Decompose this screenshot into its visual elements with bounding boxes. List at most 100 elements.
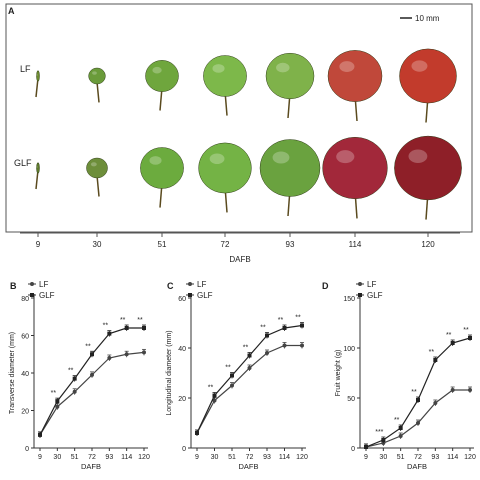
x-tick-label: 9 — [38, 454, 42, 461]
data-point-glf — [72, 376, 77, 381]
y-tick-label: 40 — [178, 346, 186, 353]
fruit-glf-30 — [86, 157, 108, 197]
fruit-body — [259, 139, 321, 197]
fruit-body — [399, 48, 457, 104]
legend-label: LF — [367, 280, 376, 289]
significance-mark: ** — [446, 332, 452, 339]
fruit-stem — [96, 175, 100, 197]
fruit-body — [145, 60, 179, 92]
x-tick-label: 114 — [121, 454, 132, 461]
fruit-photos — [35, 48, 462, 220]
y-axis-label: Fruit weight (g) — [335, 350, 342, 397]
chart-d: D 0 50 100 150 9 30 51 72 93 114 120 DAFB Fruit weigh… — [322, 280, 476, 471]
significance-mark: ** — [120, 317, 126, 324]
fruit-lf-72 — [203, 55, 247, 116]
y-tick-label: 50 — [347, 396, 355, 403]
data-point-lf — [416, 421, 420, 425]
fruit-stem — [96, 81, 100, 103]
legend-label: LF — [197, 280, 206, 289]
y-tick-label: 60 — [178, 296, 186, 303]
x-tick-label: 114 — [279, 454, 290, 461]
x-tick-label: 120 — [464, 454, 476, 461]
x-axis-label: DAFB — [407, 462, 427, 471]
data-point-lf — [450, 388, 455, 392]
fruit-highlight — [149, 156, 162, 165]
fruit-highlight — [336, 150, 355, 164]
fruit-highlight — [276, 62, 290, 73]
chart-c: C 0 20 40 60 9 30 51 72 93 114 120 DAFB Longitudinal … — [166, 280, 308, 471]
fruit-highlight — [408, 149, 428, 163]
data-point-lf — [212, 398, 217, 403]
data-point-lf — [142, 350, 146, 355]
x-axis-label: DAFB — [81, 462, 101, 471]
fruit-body — [203, 55, 247, 97]
fruit-highlight — [36, 166, 38, 168]
x-tick-label: 30 — [379, 454, 387, 461]
legend-label: GLF — [197, 291, 213, 300]
x-tick-label: 30 — [53, 454, 61, 461]
data-point-glf — [124, 326, 129, 330]
fruit-highlight — [272, 151, 290, 164]
x-tick-label: 72 — [414, 454, 422, 461]
data-point-lf — [72, 389, 77, 394]
data-point-glf — [450, 341, 455, 345]
significance-mark: ** — [85, 343, 91, 350]
panel-a-frame — [5, 3, 473, 233]
data-point-lf — [124, 352, 129, 357]
fruit-lf-30 — [88, 67, 106, 103]
fruit-glf-93 — [259, 139, 321, 217]
significance-mark: ** — [394, 417, 400, 424]
fruit-glf-114 — [322, 136, 388, 219]
x-axis-label: DAFB — [238, 462, 258, 471]
fruit-highlight — [90, 162, 97, 167]
series-line-glf — [196, 324, 303, 434]
y-tick-label: 0 — [182, 446, 186, 453]
panel-a-tick-label: 120 — [421, 240, 435, 249]
x-tick-label: 30 — [211, 454, 219, 461]
fruit-highlight — [92, 71, 97, 75]
row-label-glf: GLF — [14, 158, 32, 168]
significance-mark: ** — [225, 365, 231, 372]
y-tick-label: 100 — [343, 346, 355, 353]
y-tick-label: 60 — [21, 334, 29, 341]
y-tick-label: 80 — [21, 296, 29, 303]
data-point-glf — [381, 438, 386, 442]
fruit-glf-72 — [198, 142, 252, 213]
scale-label: 10 mm — [415, 14, 440, 23]
data-point-lf — [230, 383, 234, 388]
data-point-glf — [433, 358, 438, 362]
y-tick-label: 40 — [21, 371, 29, 378]
significance-mark: ** — [295, 315, 301, 322]
fruit-body — [265, 52, 315, 100]
data-point-lf — [468, 388, 472, 392]
data-point-lf — [247, 366, 252, 370]
data-point-glf — [398, 426, 403, 430]
significance-mark: ** — [68, 368, 74, 375]
x-tick-label: 51 — [228, 454, 236, 461]
panel-label: C — [167, 281, 174, 291]
significance-mark: ** — [411, 389, 417, 396]
significance-mark: ** — [463, 327, 469, 334]
data-point-glf — [282, 326, 287, 330]
fruit-highlight — [411, 60, 428, 72]
x-tick-label: 93 — [105, 454, 113, 461]
fruit-highlight — [152, 66, 162, 74]
legend-label: GLF — [39, 291, 55, 300]
data-point-lf — [265, 351, 269, 355]
significance-mark: ** — [243, 345, 249, 352]
fruit-highlight — [212, 64, 225, 73]
fruit-lf-9 — [35, 70, 40, 98]
legend-marker — [30, 282, 34, 286]
data-point-lf — [300, 343, 304, 348]
data-point-glf — [142, 326, 146, 330]
y-axis-label: Longitudinal diameter (mm) — [166, 330, 173, 415]
significance-mark: ** — [260, 325, 266, 332]
fruit-glf-120 — [394, 135, 462, 220]
significance-mark: ** — [137, 317, 143, 324]
panel-a: A 10 mm LF GLF 9 30 51 72 93 114 120 DAFB — [5, 3, 473, 264]
data-point-glf — [230, 373, 234, 378]
x-tick-label: 93 — [431, 454, 439, 461]
